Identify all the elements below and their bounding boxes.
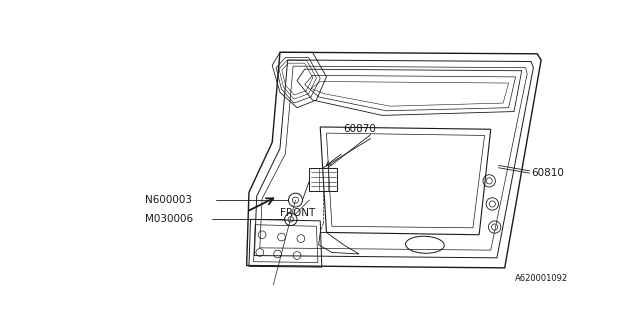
Text: N600003: N600003: [145, 195, 192, 205]
Text: A620001092: A620001092: [515, 274, 568, 283]
Text: 60870: 60870: [344, 124, 376, 134]
Text: FRONT: FRONT: [280, 208, 316, 218]
Text: M030006: M030006: [145, 214, 193, 224]
Text: 60810: 60810: [531, 168, 564, 178]
